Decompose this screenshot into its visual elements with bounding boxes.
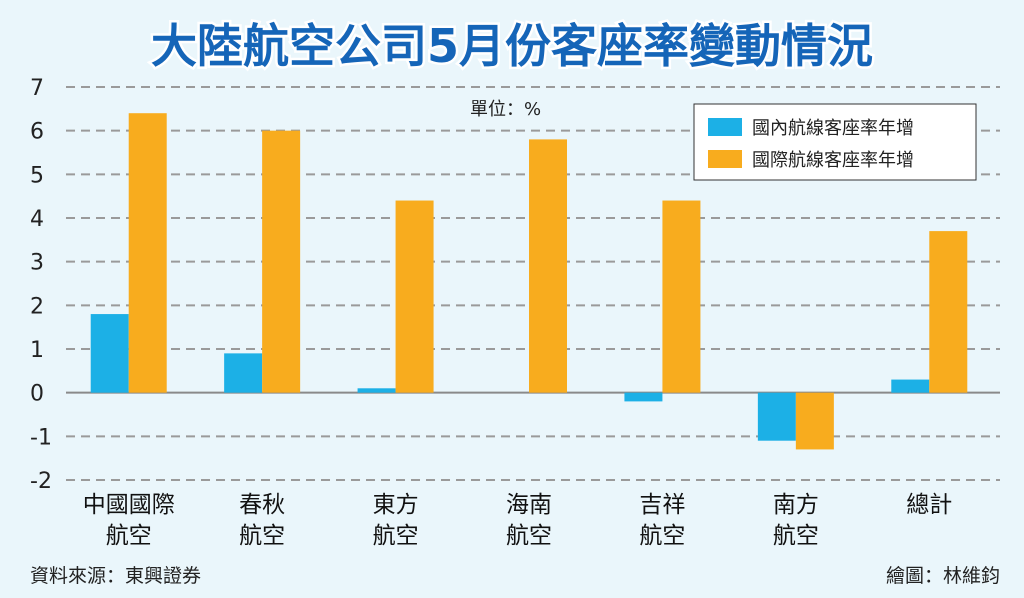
bar-international: [529, 139, 567, 393]
legend-label-international: 國際航線客座率年增: [752, 150, 914, 171]
source-label: 資料來源：東興證券: [30, 565, 201, 587]
bar-international: [395, 200, 434, 393]
x-category-label: 航空: [106, 523, 152, 549]
bar-international: [929, 231, 968, 393]
x-category-label: 航空: [639, 523, 685, 549]
bar-domestic: [224, 353, 263, 393]
x-category-label: 東方: [373, 492, 419, 518]
x-category-label: 航空: [506, 523, 552, 549]
x-category-label: 吉祥: [639, 492, 685, 518]
x-category-label: 海南: [506, 492, 552, 518]
x-category-label: 中國國際: [83, 492, 175, 518]
bar-international: [795, 392, 834, 450]
y-tick-label: 1: [30, 338, 44, 363]
y-tick-label: 0: [30, 382, 44, 407]
bars: [90, 113, 968, 450]
bar-international: [128, 113, 167, 393]
bar-domestic: [357, 388, 396, 393]
y-tick-label: 7: [30, 76, 44, 101]
legend-swatch-international: [708, 150, 742, 168]
bar-domestic: [757, 392, 796, 441]
x-category-label: 航空: [373, 523, 419, 549]
bar-domestic: [624, 392, 663, 402]
y-tick-label: -1: [30, 425, 52, 450]
y-tick-label: 4: [30, 207, 44, 232]
credit-label: 繪圖：林維鈞: [886, 565, 1000, 587]
x-category-label: 總計: [906, 492, 952, 518]
x-category-label: 航空: [773, 523, 819, 549]
y-axis-ticks: 7 6 5 4 3 2 1 0 -1 -2: [30, 76, 52, 494]
unit-label: 單位：%: [470, 99, 541, 120]
bar-domestic: [90, 314, 129, 393]
y-tick-label: -2: [30, 469, 52, 494]
bar-domestic: [891, 379, 930, 393]
y-tick-label: 6: [30, 120, 44, 145]
bar-international: [262, 130, 301, 393]
bar-international: [662, 200, 701, 393]
x-category-label: 春秋: [239, 492, 285, 518]
legend-swatch-domestic: [708, 118, 742, 136]
chart-title: 大陸航空公司5月份客座率變動情況: [151, 19, 873, 73]
x-category-label: 航空: [239, 523, 285, 549]
y-tick-label: 5: [30, 163, 44, 188]
legend: 國內航線客座率年增 國際航線客座率年增: [693, 103, 977, 181]
legend-label-domestic: 國內航線客座率年增: [752, 118, 914, 139]
y-tick-label: 3: [30, 251, 44, 276]
y-tick-label: 2: [30, 294, 44, 319]
x-category-label: 南方: [773, 492, 819, 518]
